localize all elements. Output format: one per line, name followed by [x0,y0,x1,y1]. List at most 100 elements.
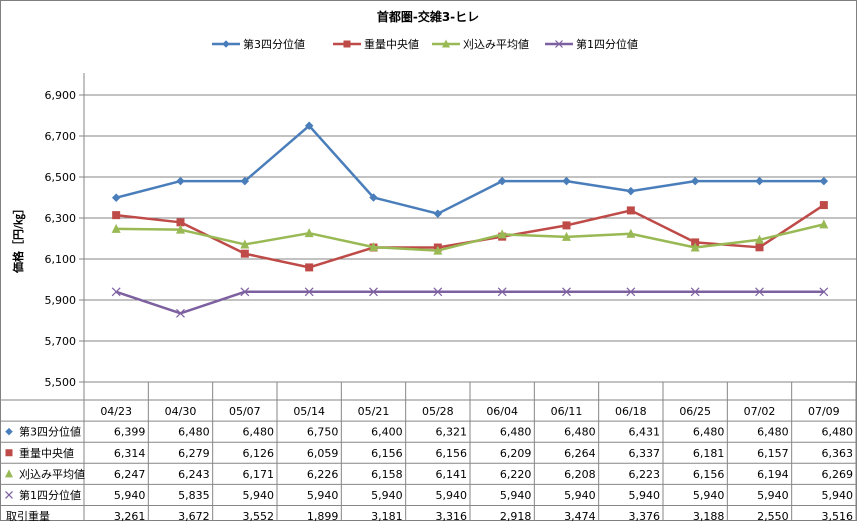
legend-label-2: 重量中央値 [364,37,419,51]
table-cell-4-06-25: 5,940 [693,489,725,502]
table-cell-1-05-28: 6,321 [436,426,468,439]
x-tick-label-06-04: 06/04 [486,405,518,418]
table-cell-5-06-11: 3,474 [564,510,596,521]
legend-label-1: 第3四分位値 [243,37,305,51]
table-cell-1-04-23: 6,399 [114,426,146,439]
series-4 [111,287,829,318]
table-cell-1-05-21: 6,400 [371,426,403,439]
table-cell-1-04-30: 6,480 [178,426,210,439]
series-1-point-05-07 [240,176,250,186]
legend-label-3: 刈込み平均値 [463,38,529,51]
x-tick-label-06-18: 06/18 [615,405,647,418]
x-tick-label-05-07: 05/07 [229,405,261,418]
table-row-1-label: 第3四分位値 [19,425,81,439]
legend-marker-2 [343,40,351,48]
series-2 [112,201,828,272]
table-cell-1-06-25: 6,480 [693,426,725,439]
series-2-point-07-02 [755,243,764,252]
legend-marker-3 [442,39,450,48]
legend-item-2: 重量中央値 [333,37,419,51]
table-cell-2-06-25: 6,181 [693,447,725,460]
table-cell-5-04-30: 3,672 [178,510,210,521]
table-row-1-key [5,427,13,436]
series-3-point-06-11 [562,231,571,241]
series-3-point-06-25 [690,242,700,252]
series-3-point-06-18 [626,228,636,238]
series-2-point-06-11 [562,221,571,230]
y-tick-label-5700: 5,700 [45,335,77,348]
table-cell-3-06-25: 6,156 [693,468,725,481]
table-cell-5-07-09: 3,516 [822,510,854,521]
table-cell-3-06-04: 6,220 [500,468,532,481]
table-cell-3-07-09: 6,269 [822,468,854,481]
table-row-4-key [5,491,13,499]
series-1-point-06-18 [626,186,636,196]
table-cell-4-05-14: 5,940 [307,489,339,502]
table-cell-2-04-30: 6,279 [178,447,210,460]
table-cell-3-05-21: 6,158 [371,468,403,481]
legend-marker-1 [222,40,230,48]
table-cell-1-07-02: 6,480 [757,426,789,439]
table-cell-1-06-18: 6,431 [629,426,661,439]
series-1-point-05-21 [369,193,378,202]
x-tick-label-06-11: 06/11 [551,405,583,418]
series-4-point-06-18 [626,287,636,297]
series-1 [111,121,829,219]
y-tick-label-6100: 6,100 [45,253,77,266]
table-cell-3-06-11: 6,208 [564,468,596,481]
y-axis-title: 価格［円/㎏］ [11,203,26,274]
legend: 第3四分位値 重量中央値 刈込み平均値 第1四分位値 [212,37,638,51]
table-cell-3-04-23: 6,247 [114,468,146,481]
series-4-point-05-14 [304,287,314,297]
table-cell-2-06-04: 6,209 [500,447,532,460]
table-cell-4-06-04: 5,940 [500,489,532,502]
series-4-line [115,290,824,315]
table-cell-5-06-18: 3,376 [629,510,661,521]
table-cell-5-07-02: 2,550 [757,510,789,521]
series-1-point-06-04 [497,176,507,186]
table-cell-4-04-30: 5,835 [178,489,210,502]
series-2-point-05-07 [240,249,249,258]
series-1-point-07-09 [819,176,829,186]
series-1-line [115,124,824,215]
series-4-point-04-30 [176,308,185,318]
table-cell-3-05-07: 6,171 [243,468,275,481]
table-cell-5-05-21: 3,181 [371,510,403,521]
table-cell-5-05-07: 3,552 [243,510,275,521]
series-4-point-04-23 [111,287,121,297]
legend-label-4: 第1四分位値 [576,37,638,51]
legend-item-4: 第1四分位値 [545,37,638,51]
series-2-point-06-18 [626,206,635,215]
y-tick-label-6300: 6,300 [45,212,77,225]
y-tick-labels: 5,500 5,700 5,900 6,100 6,300 6,500 6,700 6,900 [45,89,77,389]
table-row-3-label: 刈込み平均値 [19,468,85,481]
series-2-point-04-30 [176,218,185,227]
series-2-line [116,204,825,269]
table-cell-4-07-02: 5,940 [757,489,789,502]
series-3-point-07-02 [755,234,764,244]
series-1-point-06-11 [562,176,571,186]
series-4-point-05-21 [369,287,378,297]
table-cell-2-07-02: 6,157 [757,447,789,460]
series-3-point-07-09 [819,219,829,229]
series-1-point-07-02 [755,176,764,186]
y-tick-label-6900: 6,900 [45,89,77,102]
series-2-point-04-23 [112,211,121,220]
table-row-2-key [5,449,13,457]
data-table: 04/23 04/30 05/07 05/14 05/21 05/28 06/04 06/11… [0,382,857,521]
table-cell-5-06-25: 3,188 [693,510,725,521]
table-cell-5-04-23: 3,261 [114,510,146,521]
table-cell-1-05-14: 6,750 [307,426,339,439]
table-cell-4-04-23: 5,940 [114,489,146,502]
table-cell-3-05-14: 6,226 [307,468,339,481]
table-cell-2-05-21: 6,156 [371,447,403,460]
series-3-point-06-04 [497,229,507,239]
series-4-point-07-02 [755,287,764,297]
series-1-point-05-28 [433,209,443,219]
table-cell-4-06-18: 5,940 [629,489,661,502]
table-cell-3-07-02: 6,194 [757,468,789,481]
plot-area [111,121,829,318]
y-tick-label-6700: 6,700 [45,130,77,143]
table-cell-4-07-09: 5,940 [822,489,854,502]
table-cell-5-06-04: 2,918 [500,510,532,521]
